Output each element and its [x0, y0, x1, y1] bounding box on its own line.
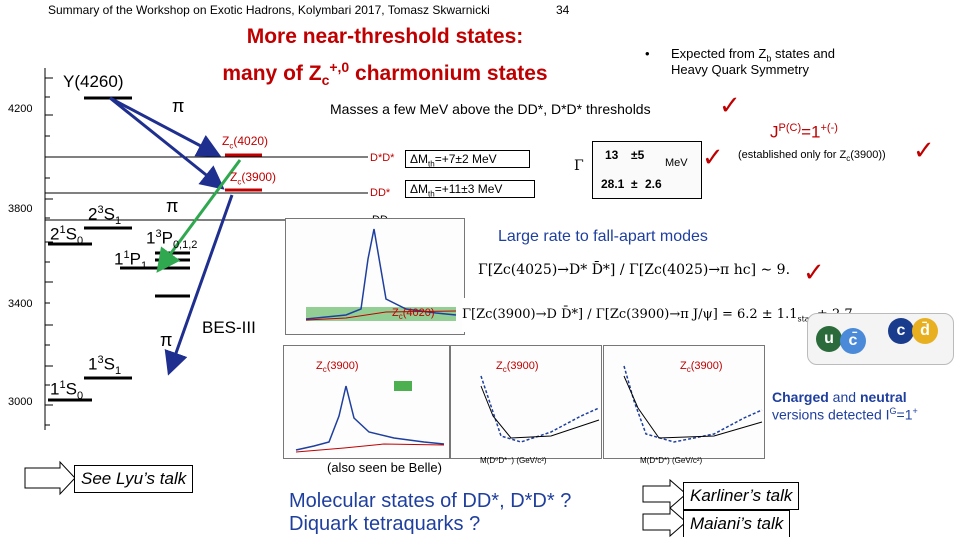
y4260-label: Y(4260) [63, 72, 124, 91]
zc3900-label: Zc(3900) [230, 170, 277, 187]
plot-zc3900a-svg [295, 381, 445, 453]
page-number: 34 [556, 3, 570, 17]
d-dstar-label: DD* [370, 187, 391, 199]
jpc-label: JP(C)=1+(-) [770, 122, 838, 142]
title-line-1: More near-threshold states: [246, 25, 524, 48]
plot-zc3900c-svg [623, 365, 763, 443]
diquark-question: Diquark tetraquarks ? [289, 513, 481, 535]
delta-mth-box-1: ΔMth=+7±2 MeV [405, 150, 530, 168]
bes-label: BES-III [202, 318, 256, 337]
checkmark-icon: ✓ [702, 142, 724, 172]
molecular-question: Molecular states of DD*, D*D* ? [289, 490, 572, 512]
checkmark-icon: ✓ [913, 135, 935, 165]
charged-neutral-note: Charged and neutral [772, 389, 907, 405]
level-21S0-label: 21S0 [50, 224, 84, 248]
bullet-dot: • [645, 46, 650, 61]
plot-panel-zc3900-c [603, 345, 765, 459]
quark-c: c [888, 318, 914, 344]
arrow-shape-maiani [642, 506, 687, 538]
panel-zc3900-a-label: Zc(3900) [316, 360, 359, 375]
width-value-2: 28.1 [601, 177, 625, 191]
panel-zc3900-b-label: Zc(3900) [496, 360, 539, 375]
width-pm-2: ± [631, 177, 638, 191]
panel-zc4020-label: Zc(4020) [392, 307, 435, 322]
arrow-y-to-zc3900 [109, 96, 225, 190]
arrow-zc3900-to-jpsi [164, 194, 234, 376]
maiani-talk-box[interactable]: Maiani’s talk [683, 510, 791, 537]
arrow-zc4020-to-hc [156, 159, 242, 273]
arrow-y-to-zc4020 [109, 96, 222, 157]
karliner-talk-box[interactable]: Karliner’s talk [683, 482, 800, 510]
level-11S0-label: 11S0 [50, 379, 84, 403]
pi-label-2: π [166, 196, 179, 216]
see-lyu-talk-box[interactable]: See Lyu’s talk [74, 465, 194, 493]
quark-dbar: d̄ [912, 318, 938, 344]
panel-xlabel-1: M(D⁰D*⁻) (GeV/c²) [480, 456, 547, 465]
axis-ticks [45, 77, 53, 426]
arrow-shape-karliner [642, 478, 687, 510]
zc4020-label: Zc(4020) [222, 134, 269, 151]
level-13S1-label: 13S1 [88, 354, 122, 378]
quark-u: u [816, 326, 842, 352]
level-13P-label: 13P0,1,2 [146, 228, 198, 252]
checkmark-icon: ✓ [803, 257, 825, 287]
expected-note-line2: Heavy Quark Symmetry [671, 62, 809, 77]
belle-note: (also seen be Belle) [327, 460, 442, 475]
quark-illustration: u c̄ c d̄ [807, 313, 954, 365]
plot-zc3900b-svg [480, 375, 600, 443]
level-11P1-label: 11P1 [114, 249, 148, 273]
established-note: (established only for Zc(3900)) [738, 149, 886, 164]
level-23S1-label: 23S1 [88, 204, 122, 228]
detected-note: versions detected IG=1+ [772, 406, 918, 423]
expected-note: Expected from Zb states and [671, 46, 835, 64]
slide-title: More near-threshold states: many of Zc+,… [180, 22, 590, 95]
pi-label-3: π [160, 330, 173, 350]
plot-panel-zc3900-a [283, 345, 450, 459]
axis-tick-3400: 3400 [8, 298, 33, 310]
footer-citation: Summary of the Workshop on Exotic Hadron… [48, 3, 490, 17]
width-error-2: 2.6 [645, 177, 662, 191]
fall-apart-note: Large rate to fall-apart modes [498, 228, 708, 245]
panel-xlabel-2: M(D*D*) (GeV/c²) [640, 456, 703, 465]
width-value-1: 13 [605, 148, 619, 162]
dstar-dstar-label: D*D* [370, 152, 395, 164]
pi-label-1: π [172, 96, 185, 116]
width-table: 13 ±5 MeV 28.1 ± 2.6 [592, 141, 702, 199]
formula-zc4025: Γ[Zc(4025)→D* D̄*] / Γ[Zc(4025)→π hc] ∼ … [478, 255, 798, 285]
masses-note: Masses a few MeV above the DD*, D*D* thr… [330, 101, 651, 117]
panel-zc3900-c-label: Zc(3900) [680, 360, 723, 375]
width-unit: MeV [665, 157, 688, 169]
delta-mth-box-2: ΔMth=+11±3 MeV [405, 180, 535, 198]
quark-cbar: c̄ [840, 328, 866, 354]
plot-zc4020-svg [305, 228, 457, 321]
plot-panel-zc3900-b [450, 345, 602, 459]
checkmark-icon: ✓ [719, 90, 741, 120]
gamma-symbol: Γ [574, 158, 584, 174]
formula-zc3900: Γ[Zc(3900)→D D̄*] / Γ[Zc(3900)→π J/ψ] = … [462, 298, 865, 332]
axis-tick-4200: 4200 [8, 103, 33, 115]
width-error-1: ±5 [631, 148, 645, 162]
arrow-shape-lyu [24, 460, 76, 496]
axis-tick-3000: 3000 [8, 396, 33, 408]
axis-tick-3800: 3800 [8, 203, 33, 215]
title-line-2: many of Zc+,0 charmonium states [222, 59, 548, 89]
plot-panel-zc4020 [285, 218, 465, 335]
